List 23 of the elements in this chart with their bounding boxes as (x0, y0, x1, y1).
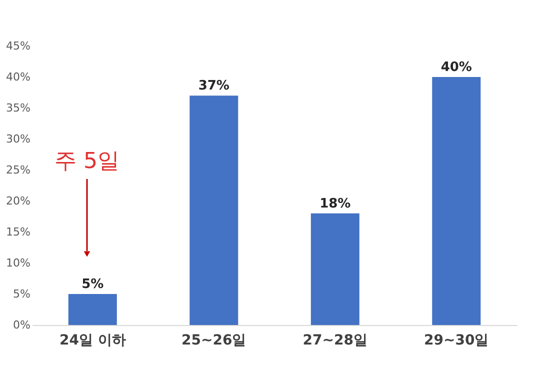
data-label: 5% (82, 277, 104, 292)
y-tick-label: 5% (13, 288, 30, 300)
x-tick-label: 24일 이하 (59, 332, 126, 348)
bar (310, 213, 360, 325)
bar (432, 77, 481, 325)
x-tick-label: 29~30일 (424, 332, 489, 348)
y-tick-label: 30% (6, 132, 30, 146)
x-tick-label: 27~28일 (302, 332, 368, 348)
y-tick-label: 0% (13, 318, 30, 332)
y-tick-label: 25% (6, 164, 30, 176)
annotation: 주 5일 (54, 149, 120, 174)
bar (190, 96, 238, 325)
data-label: 37% (198, 78, 230, 94)
x-tick-label: 25~26일 (182, 332, 246, 348)
bar (68, 294, 117, 325)
y-tick-label: 15% (6, 226, 30, 238)
data-label: 40% (440, 60, 472, 75)
y-tick-label: 40% (6, 70, 30, 84)
y-tick-label: 20% (6, 194, 30, 208)
y-tick-label: 10% (6, 256, 30, 270)
data-label: 18% (320, 196, 351, 212)
y-tick-label: 45% (6, 40, 30, 52)
y-tick-label: 35% (6, 102, 30, 114)
